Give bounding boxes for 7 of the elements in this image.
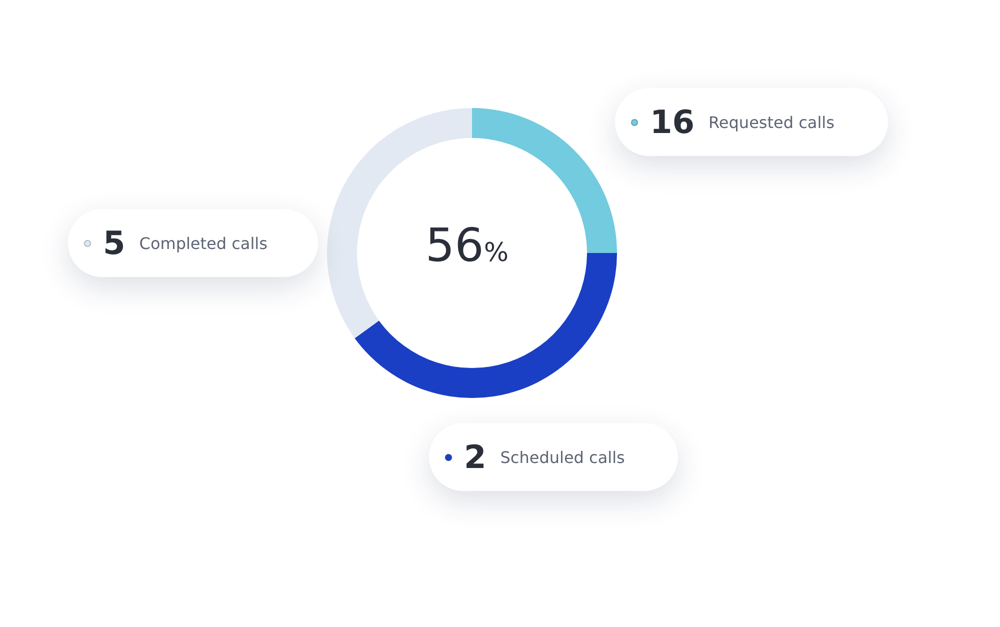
text: 56% xyxy=(425,218,509,272)
slice-label: Completed calls xyxy=(139,234,268,252)
slice-label: Scheduled calls xyxy=(500,448,625,466)
text: 16 xyxy=(650,103,695,141)
text: 5 xyxy=(103,224,126,262)
slice-label: Requested calls xyxy=(708,112,834,132)
text: 2 xyxy=(464,438,486,476)
